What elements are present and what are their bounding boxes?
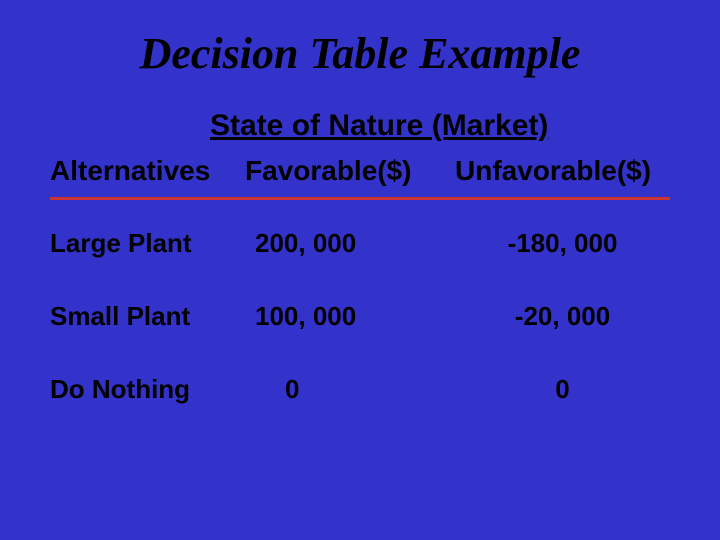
favorable-value: 200, 000 (245, 228, 455, 259)
favorable-value: 0 (245, 374, 455, 405)
col-header-favorable: Favorable($) (245, 155, 455, 187)
header-divider (50, 197, 670, 200)
alternative-label: Do Nothing (50, 374, 245, 405)
unfavorable-value: 0 (455, 374, 670, 405)
alternative-label: Large Plant (50, 228, 245, 259)
slide-title: Decision Table Example (50, 28, 670, 79)
alternative-label: Small Plant (50, 301, 245, 332)
table-row: Small Plant 100, 000 -20, 000 (50, 301, 670, 332)
favorable-value: 100, 000 (245, 301, 455, 332)
table-row: Do Nothing 0 0 (50, 374, 670, 405)
column-headers-row: Alternatives Favorable($) Unfavorable($) (50, 155, 670, 187)
unfavorable-value: -20, 000 (455, 301, 670, 332)
col-header-alternatives: Alternatives (50, 155, 245, 187)
table-row: Large Plant 200, 000 -180, 000 (50, 228, 670, 259)
unfavorable-value: -180, 000 (455, 228, 670, 259)
col-header-unfavorable: Unfavorable($) (455, 155, 670, 187)
state-of-nature-header: State of Nature (Market) (210, 109, 670, 143)
slide-container: Decision Table Example State of Nature (… (0, 0, 720, 540)
